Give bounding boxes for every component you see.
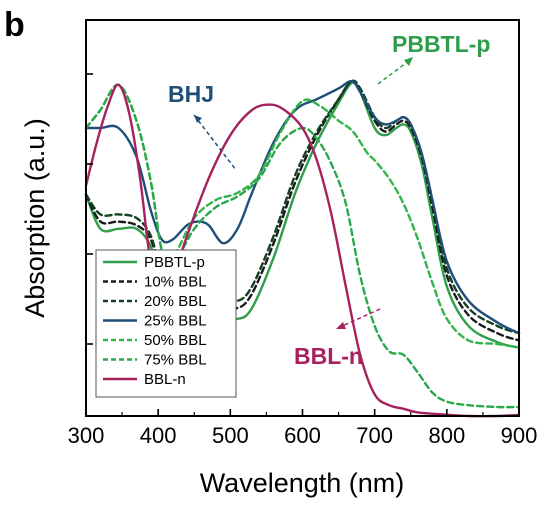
legend: PBBTL-p 10% BBL 20% BBL 25% BBL 50% BBL 75% B…	[95, 249, 237, 398]
annotation-pbbtl-p: PBBTL-p	[392, 31, 490, 57]
legend-label-4: 50% BBL	[144, 332, 207, 349]
x-tick-label-4: 700	[356, 423, 393, 448]
bbln-arrowhead	[336, 322, 346, 329]
x-tick-label-1: 400	[140, 423, 177, 448]
series-line-6	[84, 83, 521, 418]
x-tick-label-0: 300	[68, 423, 105, 448]
series-line-5	[84, 83, 521, 409]
legend-label-2: 20% BBL	[144, 293, 207, 310]
x-tick-label-6: 900	[501, 423, 538, 448]
pbbtl-arrow	[377, 59, 411, 85]
pbbtl-arrowhead	[404, 57, 413, 66]
legend-box	[95, 249, 237, 398]
axis-ticks: 300 400 500 600 700 800 900	[68, 73, 538, 448]
annotation-bhj: BHJ	[168, 81, 214, 107]
series-line-3	[84, 79, 521, 335]
x-tick-label-3: 600	[284, 423, 321, 448]
x-axis-title: Wavelength (nm)	[200, 468, 405, 498]
x-tick-label-5: 800	[428, 423, 465, 448]
annotation-bbl-n: BBL-n	[294, 343, 363, 369]
bhj-arrowhead	[194, 115, 202, 123]
panel-letter: b	[4, 6, 25, 44]
legend-label-0: PBBTL-p	[144, 254, 205, 271]
legend-label-1: 10% BBL	[144, 274, 207, 291]
x-tick-label-2: 500	[212, 423, 249, 448]
legend-label-5: 75% BBL	[144, 352, 207, 369]
legend-label-3: 25% BBL	[144, 313, 207, 330]
legend-label-6: BBL-n	[144, 371, 186, 388]
y-axis-title: Absorption (a.u.)	[20, 118, 50, 318]
series-lines	[84, 79, 521, 418]
bbln-arrow	[339, 308, 381, 328]
bhj-arrow	[193, 114, 237, 171]
